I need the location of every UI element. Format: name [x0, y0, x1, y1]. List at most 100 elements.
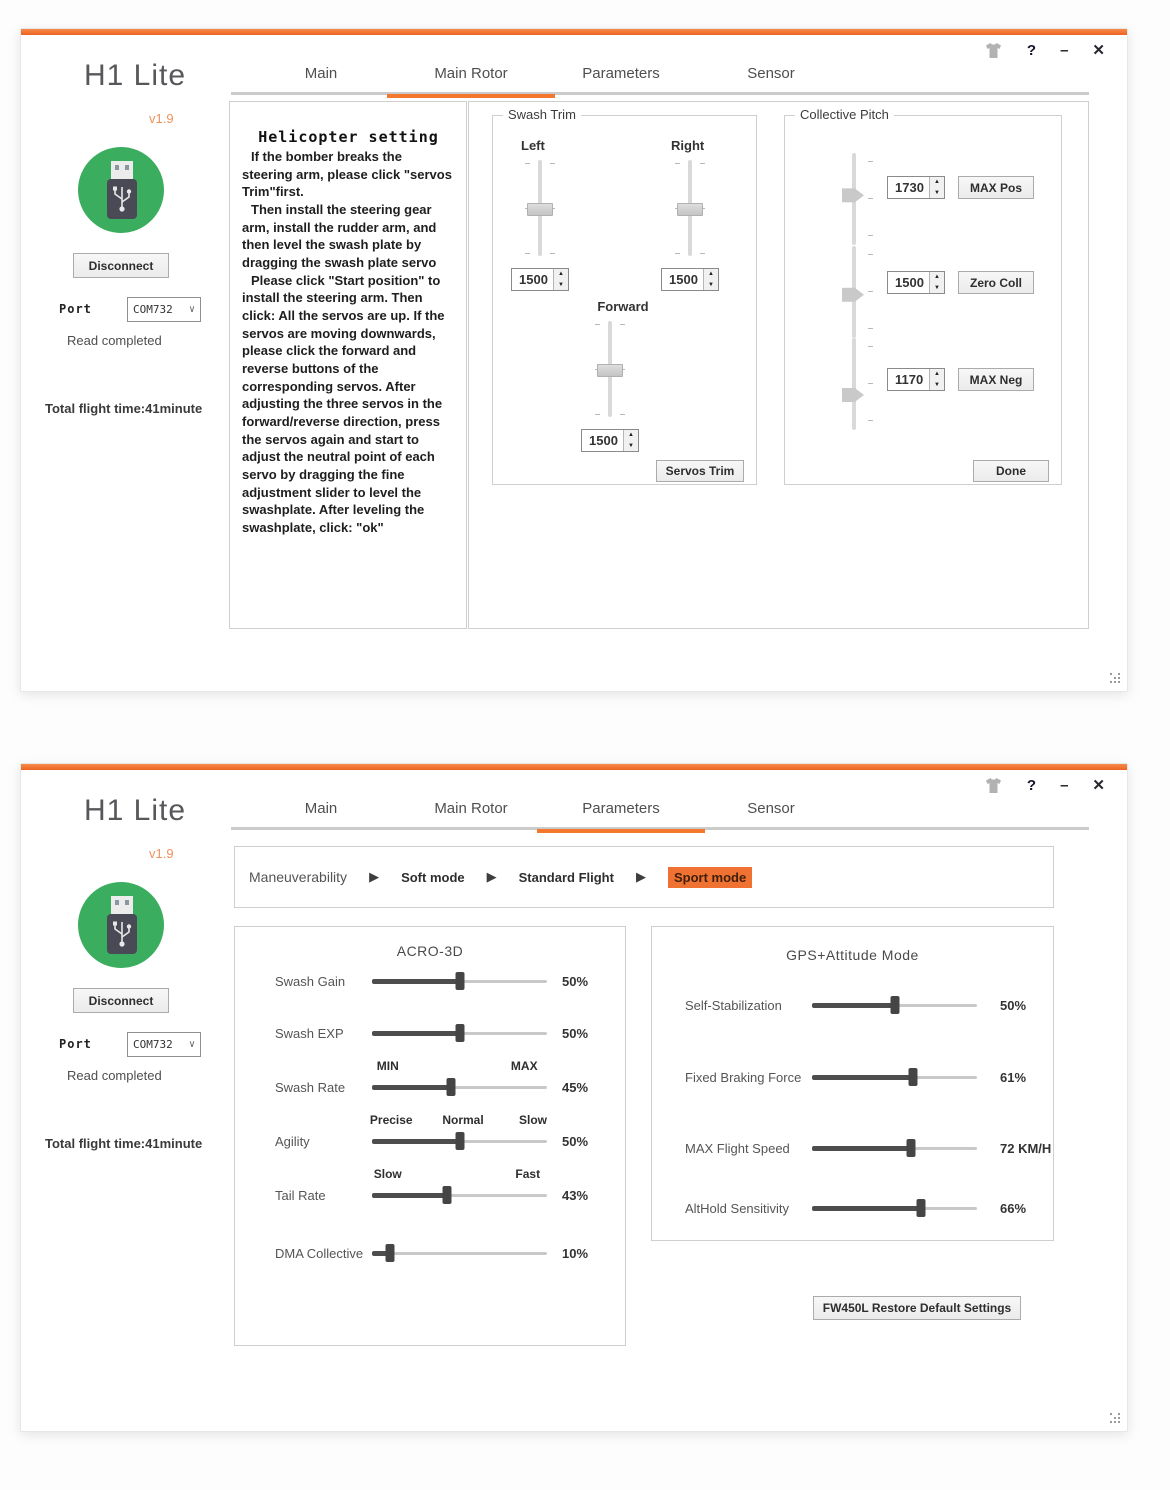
- tab-parameters[interactable]: Parameters: [582, 65, 660, 82]
- app-title: H1 Lite: [84, 59, 187, 92]
- port-select[interactable]: COM732 ∨: [127, 297, 201, 322]
- spin-up-icon[interactable]: ▲: [558, 271, 564, 277]
- restore-defaults-button[interactable]: FW450L Restore Default Settings: [813, 1296, 1021, 1320]
- althold-sensitivity-slider[interactable]: [812, 1199, 977, 1217]
- slider-thumb[interactable]: [908, 1068, 918, 1086]
- done-button[interactable]: Done: [973, 460, 1049, 482]
- help-icon[interactable]: ?: [1026, 42, 1037, 59]
- max-neg-button[interactable]: MAX Neg: [958, 368, 1034, 391]
- max-pos-button[interactable]: MAX Pos: [958, 176, 1034, 199]
- chevron-down-icon: ∨: [188, 304, 195, 315]
- slider-thumb[interactable]: [677, 203, 703, 216]
- tab-sensor[interactable]: Sensor: [747, 65, 795, 82]
- arrow-right-icon: ▶: [369, 869, 380, 884]
- port-select[interactable]: COM732 ∨: [127, 1032, 201, 1057]
- swash-gain-slider[interactable]: [372, 972, 547, 990]
- tab-main-rotor[interactable]: Main Rotor: [396, 65, 546, 95]
- slider-track[interactable]: [852, 338, 856, 430]
- slider-thumb[interactable]: [890, 996, 899, 1014]
- resize-grip[interactable]: [1109, 1413, 1120, 1424]
- tab-main[interactable]: Main: [304, 800, 338, 817]
- tab-parameters[interactable]: Parameters: [546, 800, 696, 830]
- spin-up-icon[interactable]: ▲: [628, 432, 634, 438]
- maneuverability-bar: Maneuverability ▶ Soft mode ▶ Standard F…: [234, 846, 1054, 908]
- swash-trim-legend: Swash Trim: [503, 107, 581, 122]
- swash-rate-slider[interactable]: [372, 1078, 547, 1096]
- slider-thumb[interactable]: [842, 287, 864, 302]
- app-version: v1.9: [149, 846, 174, 861]
- swash-exp-slider[interactable]: [372, 1024, 547, 1042]
- spin-down-icon[interactable]: ▼: [628, 442, 634, 449]
- max-neg-spinner[interactable]: 1170 ▲ ▼: [887, 368, 945, 391]
- mode-soft[interactable]: Soft mode: [401, 869, 465, 885]
- slider-thumb[interactable]: [455, 1024, 464, 1042]
- slider-thumb[interactable]: [842, 388, 864, 403]
- zero-coll-button[interactable]: Zero Coll: [958, 271, 1034, 294]
- minimize-icon[interactable]: –: [1060, 777, 1069, 794]
- forward-trim-spinner[interactable]: 1500 ▲ ▼: [581, 429, 639, 452]
- spin-down-icon[interactable]: ▼: [708, 281, 714, 288]
- disconnect-button[interactable]: Disconnect: [73, 253, 169, 278]
- rotor-settings-panel: Swash Trim Left 1500 ▲ ▼ Right 1500: [468, 101, 1089, 629]
- spin-up-icon[interactable]: ▲: [934, 371, 940, 377]
- slider-thumb[interactable]: [597, 364, 623, 377]
- max-pos-spinner[interactable]: 1730 ▲ ▼: [887, 176, 945, 199]
- tab-main[interactable]: Main: [304, 65, 338, 82]
- spin-down-icon[interactable]: ▼: [934, 381, 940, 388]
- left-trim-slider[interactable]: [525, 160, 555, 260]
- slider-thumb[interactable]: [446, 1078, 456, 1096]
- disconnect-button[interactable]: Disconnect: [73, 988, 169, 1013]
- servos-trim-button[interactable]: Servos Trim: [656, 460, 744, 482]
- slider-thumb[interactable]: [916, 1199, 926, 1217]
- minimize-icon[interactable]: –: [1060, 42, 1069, 59]
- slider-thumb[interactable]: [442, 1186, 452, 1204]
- spin-up-icon[interactable]: ▲: [708, 271, 714, 277]
- slider-thumb[interactable]: [385, 1244, 394, 1262]
- slider-mark-label: Slow: [518, 1113, 548, 1127]
- slider-row-agility: Agility 50%: [275, 1132, 589, 1150]
- theme-skin-icon[interactable]: [984, 43, 1003, 58]
- max-flight-speed-slider[interactable]: [812, 1139, 977, 1157]
- spin-down-icon[interactable]: ▼: [934, 284, 940, 291]
- mode-standard-flight[interactable]: Standard Flight: [518, 869, 614, 885]
- instructions-title: Helicopter setting: [258, 128, 439, 146]
- spin-up-icon[interactable]: ▲: [934, 274, 940, 280]
- dma-collective-slider[interactable]: [372, 1244, 547, 1262]
- slider-thumb[interactable]: [455, 1132, 464, 1150]
- slider-thumb[interactable]: [842, 188, 864, 203]
- tail-rate-slider[interactable]: [372, 1186, 547, 1204]
- right-trim-slider[interactable]: [675, 160, 705, 260]
- theme-skin-icon[interactable]: [984, 778, 1003, 793]
- fixed-braking-force-slider[interactable]: [812, 1068, 977, 1086]
- close-icon[interactable]: ✕: [1092, 777, 1105, 794]
- tab-main-rotor[interactable]: Main Rotor: [434, 800, 508, 817]
- slider-row-swash-gain: Swash Gain 50%: [275, 972, 589, 990]
- max-pos-slider[interactable]: [841, 153, 873, 245]
- chevron-down-icon: ∨: [188, 1039, 195, 1050]
- close-icon[interactable]: ✕: [1092, 42, 1105, 59]
- spin-down-icon[interactable]: ▼: [558, 281, 564, 288]
- max-neg-slider[interactable]: [841, 338, 873, 430]
- slider-thumb[interactable]: [455, 972, 464, 990]
- gps-attitude-panel: GPS+Attitude Mode Self-Stabilization 50%…: [651, 926, 1054, 1241]
- help-icon[interactable]: ?: [1026, 777, 1037, 794]
- spin-down-icon[interactable]: ▼: [934, 189, 940, 196]
- self-stabilization-slider[interactable]: [812, 996, 977, 1014]
- agility-slider[interactable]: [372, 1132, 547, 1150]
- forward-trim-slider[interactable]: [595, 321, 625, 421]
- arrow-right-icon: ▶: [486, 869, 497, 884]
- titlebar-icons: ? – ✕: [984, 778, 1105, 793]
- resize-grip[interactable]: [1109, 673, 1120, 684]
- right-trim-spinner[interactable]: 1500 ▲ ▼: [661, 268, 719, 291]
- zero-coll-slider[interactable]: [841, 246, 873, 338]
- slider-thumb[interactable]: [906, 1139, 916, 1157]
- tab-sensor[interactable]: Sensor: [747, 800, 795, 817]
- left-trim-spinner[interactable]: 1500 ▲ ▼: [511, 268, 569, 291]
- slider-row-fixed-braking-force: Fixed Braking Force 61%: [685, 1068, 1027, 1086]
- spin-up-icon[interactable]: ▲: [934, 179, 940, 185]
- left-slider-label: Left: [521, 138, 545, 153]
- slider-thumb[interactable]: [527, 203, 553, 216]
- zero-coll-spinner[interactable]: 1500 ▲ ▼: [887, 271, 945, 294]
- window-accent-bar: [21, 29, 1127, 35]
- mode-sport-active[interactable]: Sport mode: [667, 866, 753, 888]
